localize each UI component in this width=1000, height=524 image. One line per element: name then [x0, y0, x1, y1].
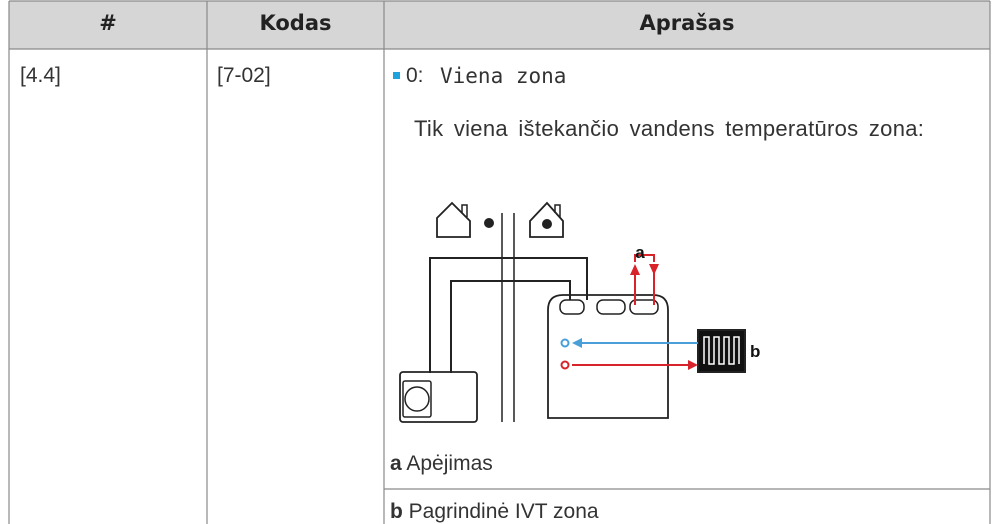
diagram-label: a [635, 243, 645, 262]
bullet [393, 72, 400, 79]
description: Tik viena ištekančio vandens temperatūro… [414, 116, 925, 141]
legend-text: Apėjimas [406, 452, 493, 475]
legend-text: Pagrindinė IVT zona [408, 500, 599, 523]
option-value: Viena zona [440, 64, 567, 88]
legend-item: b Pagrindinė IVT zona [390, 500, 599, 524]
legend-item: a Apėjimas [390, 452, 493, 476]
cell-code: [7-02] [217, 64, 271, 87]
diagram-flow [560, 254, 698, 370]
legend-key: b [390, 500, 403, 523]
column-header: Aprašas [639, 11, 735, 35]
table-lines [8, 0, 991, 524]
column-header: Kodas [259, 11, 332, 35]
header-background [9, 1, 990, 49]
legend-key: a [390, 452, 402, 475]
cell-number: [4.4] [20, 64, 61, 87]
column-header: # [99, 11, 117, 35]
diagram [399, 201, 746, 423]
diagram-label: b [750, 342, 760, 361]
option-prefix: 0: [406, 64, 424, 87]
